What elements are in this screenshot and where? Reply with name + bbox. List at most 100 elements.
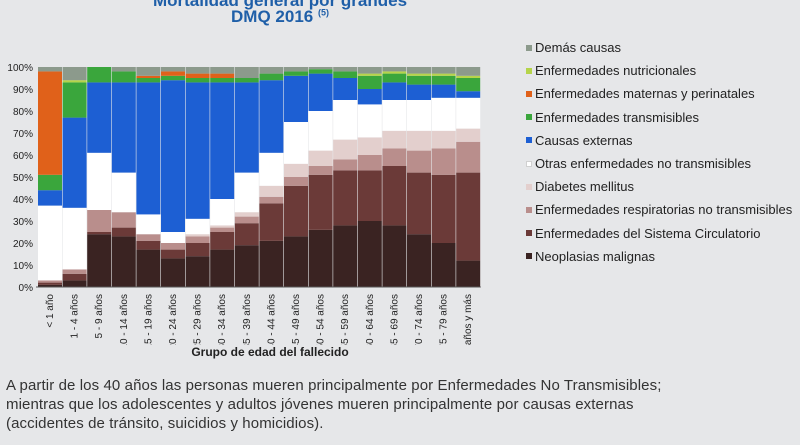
- legend-label: Enfermedades nutricionales: [535, 63, 697, 79]
- x-tick-label: 10 - 14 años: [119, 294, 130, 345]
- bar-segment-otras-enfermedades-no-transmisibles: [357, 104, 382, 138]
- bar-segment-otras-enfermedades-no-transmisibles: [210, 199, 235, 226]
- x-tick-label: 15 - 19 años: [143, 294, 154, 345]
- bar-segment-demas-causas: [136, 67, 161, 76]
- bar-segment-otras-enfermedades-no-transmisibles: [161, 232, 185, 243]
- bar-segment-enfermedades-transmisibles: [333, 71, 358, 78]
- bar-segment-enfermedades-transmisibles: [161, 75, 185, 81]
- y-tick-label: 90%: [13, 85, 33, 96]
- legend-swatch: [526, 253, 532, 260]
- footnote-line-1: A partir de los 40 años las personas mue…: [6, 377, 662, 394]
- bar-segment-diabetes-mellitus: [259, 185, 284, 197]
- bar-segment-enfermedades-transmisibles: [234, 78, 259, 83]
- bar-segment-neoplasias-malignas: [62, 280, 87, 287]
- footnote-line-2: mientras que los adolescentes y adultos …: [6, 396, 634, 413]
- bar-segment-neoplasias-malignas: [111, 236, 136, 287]
- bar-segment-enfermedades-transmisibles: [62, 82, 87, 118]
- bar-segment-causas-externas: [308, 73, 333, 111]
- bar-stack: [431, 67, 456, 287]
- bar-segment-enfermedades-del-sistema-circulatorio: [431, 174, 456, 243]
- legend-label: Diabetes mellitus: [535, 179, 634, 195]
- legend-swatch: [526, 137, 532, 144]
- bar-segment-enfermedades-transmisibles: [136, 78, 161, 83]
- bar-segment-enfermedades-del-sistema-circulatorio: [161, 249, 185, 259]
- bar-segment-enfermedades-del-sistema-circulatorio: [357, 170, 382, 221]
- bar-segment-enfermedades-respiratorias-no-transmisibles: [161, 243, 185, 250]
- bar-stack: [407, 67, 431, 287]
- bar-segment-demas-causas: [210, 67, 235, 74]
- bar-segment-enfermedades-del-sistema-circulatorio: [382, 166, 407, 226]
- chart-title-line2: DMQ 2016 (5): [0, 7, 560, 27]
- x-tick-label: 70 - 74 años: [414, 294, 425, 345]
- legend-item-enfermedades-nutricionales: Enfermedades nutricionales: [526, 59, 796, 82]
- bar-segment-otras-enfermedades-no-transmisibles: [87, 152, 112, 210]
- bar-segment-neoplasias-malignas: [284, 236, 308, 287]
- x-tick-label: 50 - 54 años: [316, 294, 327, 345]
- bar-segment-neoplasias-malignas: [161, 258, 185, 287]
- y-tick-label: 70%: [13, 129, 33, 140]
- legend-swatch: [526, 160, 532, 167]
- bar-segment-diabetes-mellitus: [333, 139, 358, 160]
- bar-stack: [382, 67, 407, 287]
- bar-segment-causas-externas: [185, 82, 210, 219]
- bar-segment-demas-causas: [284, 67, 308, 72]
- bar-segment-otras-enfermedades-no-transmisibles: [136, 214, 161, 235]
- bar-segment-demas-causas: [38, 67, 62, 72]
- bar-segment-demas-causas: [62, 67, 87, 81]
- bar-segment-neoplasias-malignas: [407, 234, 431, 287]
- bar-segment-neoplasias-malignas: [136, 249, 161, 287]
- bar-segment-enfermedades-transmisibles: [407, 75, 431, 85]
- bar-segment-enfermedades-respiratorias-no-transmisibles: [284, 177, 308, 186]
- bar-segment-neoplasias-malignas: [382, 225, 407, 287]
- x-tick-label: 25 - 29 años: [193, 294, 204, 345]
- chart-title-line1: Mortalidad general por grandes: [152, 0, 408, 10]
- bar-stack: [62, 67, 87, 287]
- legend-swatch: [526, 114, 532, 121]
- bar-segment-demas-causas: [111, 67, 136, 72]
- bar-segment-enfermedades-nutricionales: [456, 75, 481, 78]
- bar-segment-enfermedades-del-sistema-circulatorio: [456, 172, 481, 261]
- bar-segment-demas-causas: [333, 67, 358, 72]
- bar-segment-enfermedades-transmisibles: [210, 78, 235, 83]
- bar-segment-enfermedades-transmisibles: [87, 67, 112, 83]
- bar-segment-neoplasias-malignas: [234, 245, 259, 287]
- y-tick-label: 60%: [13, 151, 33, 162]
- stacked-bar-chart: 0% 10% 20% 30% 40% 50% 60% 70% 80% 90% 100% < 1 añ…: [7, 63, 481, 345]
- bar-segment-enfermedades-maternas-y-perinatales: [210, 73, 235, 78]
- bar-segment-enfermedades-respiratorias-no-transmisibles: [308, 166, 333, 175]
- bar-segment-causas-externas: [382, 82, 407, 100]
- bar-segment-enfermedades-respiratorias-no-transmisibles: [136, 234, 161, 241]
- bar-segment-diabetes-mellitus: [185, 234, 210, 237]
- bar-segment-neoplasias-malignas: [333, 225, 358, 287]
- bar-stack: [210, 67, 235, 287]
- bar-segment-causas-externas: [259, 80, 284, 153]
- bar-segment-demas-causas: [456, 67, 481, 76]
- bar-segment-enfermedades-maternas-y-perinatales: [161, 71, 185, 76]
- bar-segment-enfermedades-transmisibles: [308, 69, 333, 74]
- bar-segment-causas-externas: [87, 82, 112, 153]
- bar-segment-enfermedades-transmisibles: [259, 73, 284, 81]
- bar-stack: [185, 67, 210, 287]
- y-axis-labels: 0% 10% 20% 30% 40% 50% 60% 70% 80% 90% 100%: [7, 63, 33, 294]
- bar-segment-neoplasias-malignas: [431, 243, 456, 287]
- bar-segment-diabetes-mellitus: [284, 163, 308, 177]
- bar-segment-otras-enfermedades-no-transmisibles: [38, 205, 62, 281]
- y-tick-label: 40%: [13, 195, 33, 206]
- bar-segment-enfermedades-del-sistema-circulatorio: [259, 203, 284, 241]
- bar-segment-neoplasias-malignas: [259, 240, 284, 287]
- bar-segment-otras-enfermedades-no-transmisibles: [234, 172, 259, 213]
- legend-item-otras-enfermedades-no-transmisibles: Otras enfermedades no transmisibles: [526, 152, 796, 175]
- x-tick-label: 40 - 44 años: [266, 294, 277, 345]
- legend-swatch: [526, 230, 532, 237]
- x-tick-label: 65 - 69 años: [389, 294, 400, 345]
- bar-stack: [284, 67, 308, 287]
- legend-item-neoplasias-malignas: Neoplasias malignas: [526, 245, 796, 268]
- bar-segment-otras-enfermedades-no-transmisibles: [259, 152, 284, 186]
- bar-segment-enfermedades-del-sistema-circulatorio: [185, 243, 210, 257]
- bar-segment-enfermedades-respiratorias-no-transmisibles: [382, 148, 407, 166]
- bar-segment-enfermedades-del-sistema-circulatorio: [407, 172, 431, 235]
- chart-legend: Demás causas Enfermedades nutricionales En…: [526, 36, 796, 268]
- y-tick-label: 10%: [13, 261, 33, 272]
- legend-label: Enfermedades maternas y perinatales: [535, 86, 755, 102]
- bar-segment-enfermedades-nutricionales: [382, 71, 407, 74]
